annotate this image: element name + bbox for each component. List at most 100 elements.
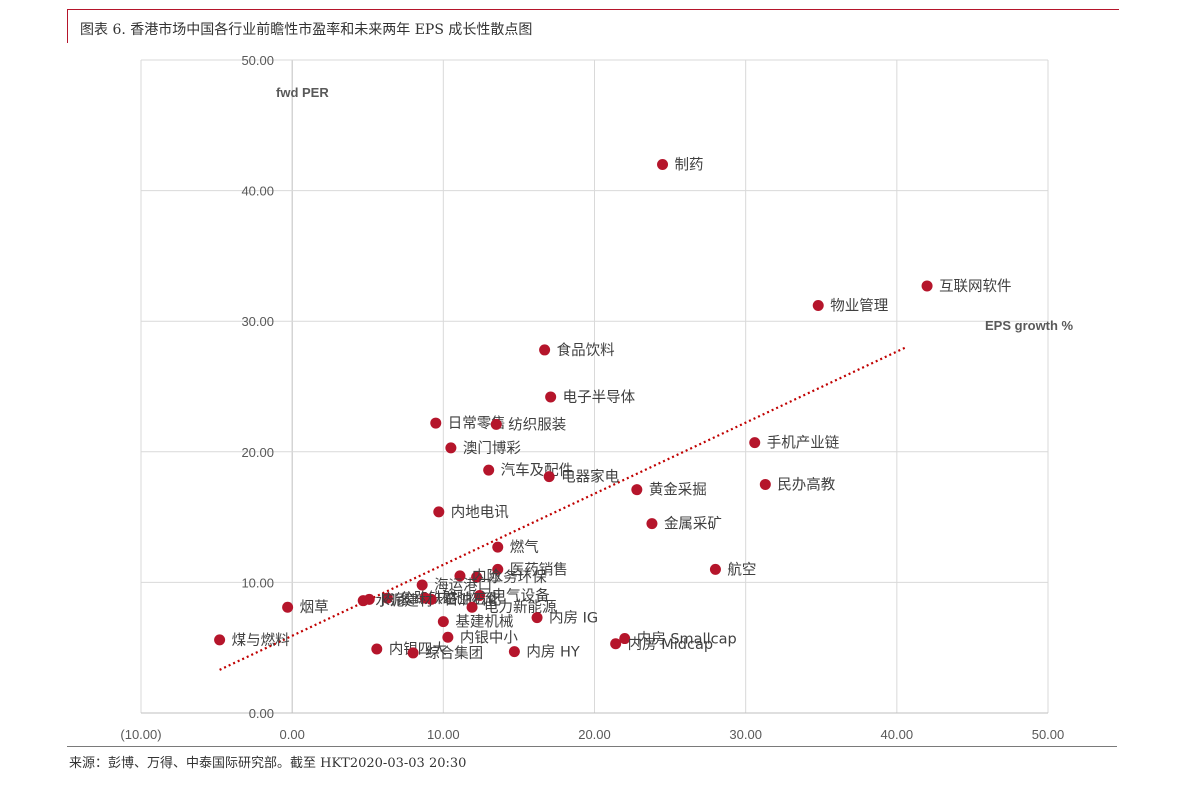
data-point (381, 592, 393, 604)
x-tick-label: 40.00 (881, 727, 914, 742)
point-label: 民办高教 (777, 476, 835, 493)
y-tick-label: 10.00 (241, 575, 274, 590)
point-label: 物业管理 (830, 298, 888, 315)
data-point (610, 638, 622, 650)
data-point (812, 300, 824, 312)
data-point (407, 647, 419, 659)
point-label: 内地物流 (437, 590, 495, 607)
data-point (483, 464, 495, 476)
point-label: 水务环保 (489, 569, 547, 586)
point-label: 内银四大 (389, 641, 447, 658)
data-point (921, 280, 933, 292)
data-point (442, 631, 454, 643)
figure-title: 图表 6. 香港市场中国各行业前瞻性市盈率和未来两年 EPS 成长性散点图 (80, 22, 533, 38)
point-label: 黄金采掘 (649, 482, 707, 499)
point-label: 航空 (727, 561, 756, 578)
point-label: 烟草 (300, 599, 329, 616)
x-tick-label: 0.00 (280, 727, 305, 742)
x-tick-label: (10.00) (120, 727, 161, 742)
point-label: 汽车及配件 (501, 462, 574, 479)
point-label: 内银中小 (460, 629, 518, 646)
point-label: 综合集团 (425, 645, 483, 662)
data-point (657, 158, 669, 170)
point-label: 制药 (675, 156, 704, 173)
point-label: 石油石化 (443, 591, 501, 608)
point-label: 电力新能源 (484, 599, 557, 616)
point-label: 食品饮料 (557, 342, 615, 359)
data-point (619, 633, 631, 645)
point-label: 内险 (472, 568, 501, 585)
data-point (508, 646, 520, 658)
y-tick-labels: 0.00 10.00 20.00 30.00 40.00 50.00 (241, 53, 274, 721)
data-point (492, 563, 504, 575)
data-point (545, 391, 557, 403)
point-label: 电气设备 (492, 587, 550, 604)
data-point (490, 418, 502, 430)
data-point (749, 437, 761, 449)
point-label: 手机产业链 (767, 435, 840, 452)
point-label: 水泥建材 (375, 593, 433, 610)
data-point (543, 471, 555, 483)
y-tick-label: 50.00 (241, 53, 274, 68)
y-tick-label: 40.00 (241, 184, 274, 199)
trendline-group (219, 346, 907, 671)
trendline (219, 346, 907, 671)
point-label: 内房 Midcap (628, 636, 713, 653)
point-label: 内房 HY (526, 644, 580, 661)
point-label: 内地电讯 (451, 504, 509, 521)
data-point (445, 442, 457, 454)
point-label: 基建机械 (455, 614, 513, 631)
y-tick-label: 20.00 (241, 445, 274, 460)
point-label: 纺织服装 (508, 416, 566, 433)
point-label: 内银 (381, 591, 410, 608)
y-tick-label: 30.00 (241, 314, 274, 329)
data-point (646, 518, 658, 530)
data-point (631, 484, 643, 496)
x-tick-label: 10.00 (427, 727, 460, 742)
point-label: 电子半导体 (563, 389, 636, 406)
title-rule (67, 9, 1119, 10)
data-point (539, 344, 551, 356)
data-point (357, 595, 369, 607)
data-point (437, 616, 449, 628)
data-point (425, 593, 437, 605)
data-point (709, 563, 721, 575)
point-label: 日常零售 (448, 415, 506, 432)
data-point (474, 589, 486, 601)
data-point (430, 417, 442, 429)
chart-grid (140, 59, 1049, 714)
point-label: 医药销售 (510, 561, 568, 578)
point-label: 煤与燃料 (232, 631, 290, 649)
data-point (531, 612, 543, 624)
data-point (282, 601, 294, 613)
point-label: 海运港口 (434, 577, 492, 594)
point-label: 内房 Smallcap (637, 631, 737, 648)
x-tick-label: 20.00 (578, 727, 611, 742)
y-axis-title: fwd PER (276, 85, 329, 100)
point-label: 电器家电 (561, 469, 619, 486)
data-point (214, 634, 226, 646)
data-point (416, 579, 428, 591)
source-rule (67, 746, 1117, 747)
point-label: 燃气 (510, 538, 539, 556)
point-label: 澳门博彩 (463, 440, 521, 457)
x-axis-title: EPS growth % (985, 318, 1074, 333)
point-label: 金属采矿 (664, 516, 722, 533)
data-point (492, 541, 504, 553)
y-tick-label: 0.00 (249, 706, 274, 721)
data-point (466, 601, 478, 613)
data-point (471, 571, 483, 583)
point-label: 互联网软件 (939, 278, 1012, 295)
data-point (759, 478, 771, 490)
title-left-rule (67, 9, 68, 43)
x-tick-label: 30.00 (729, 727, 762, 742)
x-tick-labels: (10.00) 0.00 10.00 20.00 30.00 40.00 50.00 (120, 727, 1064, 742)
point-label: 内房 IG (549, 610, 598, 627)
x-tick-label: 50.00 (1032, 727, 1065, 742)
data-point (433, 506, 445, 518)
source-note: 来源：彭博、万得、中泰国际研究部。截至 HKT2020-03-03 20:30 (69, 756, 467, 771)
data-point (371, 643, 383, 655)
data-point (454, 570, 466, 582)
